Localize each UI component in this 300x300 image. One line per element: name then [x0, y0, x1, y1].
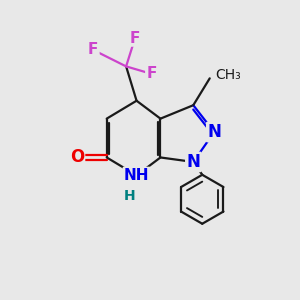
- Text: N: N: [207, 123, 221, 141]
- Text: NH: NH: [124, 168, 149, 183]
- Text: F: F: [130, 31, 140, 46]
- Text: CH₃: CH₃: [215, 68, 241, 82]
- Text: F: F: [88, 43, 98, 58]
- Text: N: N: [186, 153, 200, 171]
- Text: F: F: [146, 66, 157, 81]
- Text: H: H: [123, 189, 135, 203]
- Text: O: O: [70, 148, 84, 166]
